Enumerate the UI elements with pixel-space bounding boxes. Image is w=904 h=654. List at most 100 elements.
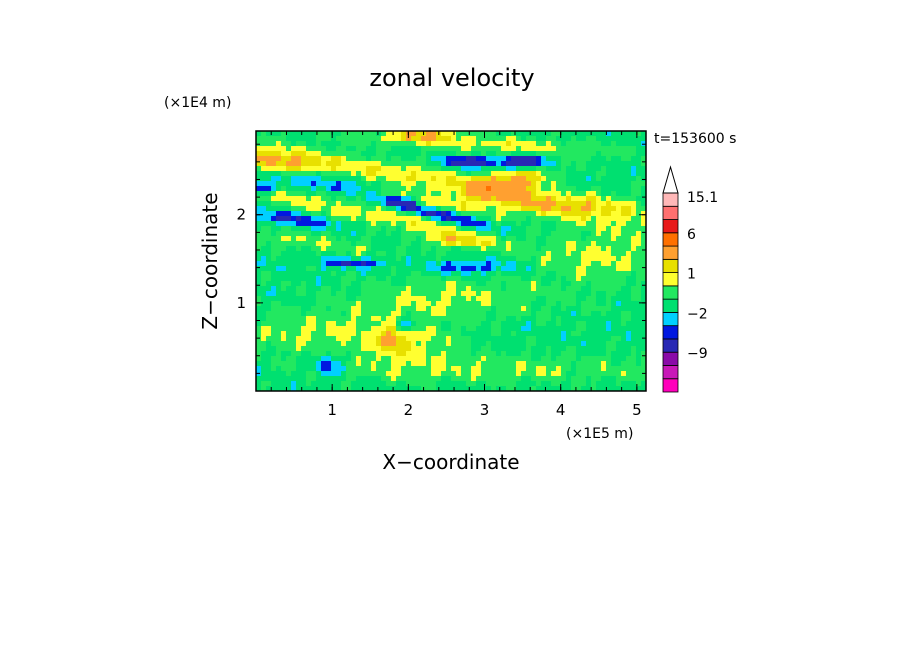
field-cell <box>281 371 287 377</box>
field-cell <box>531 261 537 267</box>
field-cell <box>601 186 607 192</box>
field-cell <box>431 276 437 282</box>
field-cell <box>276 316 282 322</box>
field-cell <box>501 196 507 202</box>
field-cell <box>261 176 267 182</box>
field-cell <box>611 231 617 237</box>
field-cell <box>376 301 382 307</box>
field-cell <box>376 211 382 217</box>
field-cell <box>526 231 532 237</box>
field-cell <box>491 146 497 152</box>
field-cell <box>566 136 572 142</box>
field-cell <box>556 276 562 282</box>
field-cell <box>506 386 512 391</box>
field-cell <box>291 176 297 182</box>
field-cell <box>566 206 572 212</box>
colorbar-segment <box>662 285 679 300</box>
field-cell <box>636 291 642 297</box>
field-cell <box>351 191 357 197</box>
field-cell <box>341 371 347 377</box>
field-cell <box>541 206 547 212</box>
field-cell <box>611 136 617 142</box>
field-cell <box>546 386 552 391</box>
field-cell <box>276 351 282 357</box>
field-cell <box>341 226 347 232</box>
field-cell <box>551 316 557 322</box>
field-cell <box>491 301 497 307</box>
field-cell <box>531 296 537 302</box>
field-cell <box>291 371 297 377</box>
field-cell <box>446 256 452 262</box>
field-cell <box>396 156 402 162</box>
field-cell <box>576 241 582 247</box>
field-cell <box>316 231 322 237</box>
field-cell <box>496 201 502 207</box>
field-cell <box>311 286 317 292</box>
field-cell <box>431 331 437 337</box>
field-cell <box>576 331 582 337</box>
field-cell <box>371 331 377 337</box>
field-cell <box>641 131 646 137</box>
field-cell <box>481 201 487 207</box>
field-cell <box>491 196 497 202</box>
field-cell <box>391 141 397 147</box>
field-cell <box>421 251 427 257</box>
field-cell <box>461 341 467 347</box>
field-cell <box>571 276 577 282</box>
field-cell <box>281 306 287 312</box>
field-cell <box>311 196 317 202</box>
field-cell <box>281 291 287 297</box>
field-cell <box>486 266 492 272</box>
field-cell <box>596 306 602 312</box>
field-cell <box>396 331 402 337</box>
field-cell <box>521 281 527 287</box>
field-cell <box>391 166 397 172</box>
field-cell <box>291 151 297 157</box>
field-cell <box>331 161 337 167</box>
field-cell <box>351 291 357 297</box>
field-cell <box>531 346 537 352</box>
field-cell <box>506 226 512 232</box>
field-cell <box>556 301 562 307</box>
field-cell <box>536 286 542 292</box>
field-cell <box>376 346 382 352</box>
field-cell <box>466 216 472 222</box>
field-cell <box>406 301 412 307</box>
field-cell <box>286 156 292 162</box>
field-cell <box>501 151 507 157</box>
field-cell <box>306 346 312 352</box>
field-cell <box>486 321 492 327</box>
field-cell <box>431 231 437 237</box>
field-cell <box>461 306 467 312</box>
field-cell <box>471 316 477 322</box>
field-cell <box>281 366 287 372</box>
field-cell <box>551 216 557 222</box>
field-cell <box>636 171 642 177</box>
field-cell <box>426 306 432 312</box>
field-cell <box>436 156 442 162</box>
field-cell <box>261 311 267 317</box>
field-cell <box>331 236 337 242</box>
field-cell <box>286 321 292 327</box>
field-cell <box>446 206 452 212</box>
field-cell <box>641 176 646 182</box>
field-cell <box>316 271 322 277</box>
field-cell <box>411 276 417 282</box>
field-cell <box>566 156 572 162</box>
field-cell <box>581 336 587 342</box>
field-cell <box>641 361 646 367</box>
field-cell <box>596 171 602 177</box>
field-cell <box>471 311 477 317</box>
field-cell <box>326 336 332 342</box>
field-cell <box>411 316 417 322</box>
field-cell <box>526 241 532 247</box>
field-cell <box>291 301 297 307</box>
field-cell <box>326 286 332 292</box>
field-cell <box>551 236 557 242</box>
field-cell <box>561 336 567 342</box>
field-cell <box>591 236 597 242</box>
field-cell <box>436 331 442 337</box>
field-cell <box>581 166 587 172</box>
field-cell <box>501 331 507 337</box>
field-cell <box>531 146 537 152</box>
